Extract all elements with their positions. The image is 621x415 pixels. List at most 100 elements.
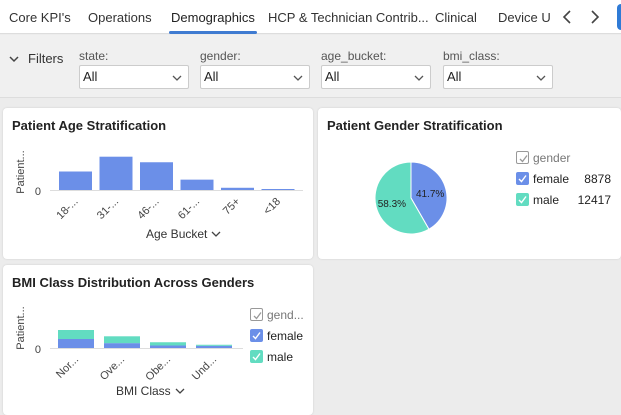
age-bar[interactable] [180,179,214,190]
tab-hcp-technician[interactable]: HCP & Technician Contrib... [268,10,429,25]
age-bar[interactable] [99,156,133,190]
chevron-down-icon [175,388,185,394]
gender-select-value: All [204,69,219,84]
filters-toggle[interactable]: Filters [8,51,63,66]
age-bar[interactable] [221,187,254,190]
age-y-axis-label: Patient... [15,150,27,193]
tab-operations[interactable]: Operations [88,10,152,25]
bmi-class-filter-label: bmi_class: [443,49,500,63]
state-select[interactable]: All [79,65,189,89]
bmi-legend: gend... female male [250,304,310,367]
filter-bar: Filters state: All gender: All age_bucke… [0,35,621,98]
bmi-bar-male[interactable] [58,330,94,339]
age-y-zero-tick: 0 [35,186,41,198]
gender-legend: gender female 8878 male 12417 [516,147,611,210]
chevron-left-icon [562,10,571,24]
legend-value-male: 12417 [577,192,611,207]
bmi-bar-female[interactable] [58,339,94,348]
legend-item-male[interactable]: male [250,346,310,367]
gender-stratification-card: Patient Gender Stratification 41.7% 58.3%… [318,108,621,259]
bmi-bar-male[interactable] [196,344,232,346]
legend-value-female: 8878 [584,171,611,186]
chevron-down-icon [536,75,546,81]
legend-label-male: male [533,192,560,207]
age-bucket-filter: age_bucket: All [321,49,431,89]
legend-label-female: female [267,328,304,343]
checkbox-icon [516,151,529,164]
checkbox-checked-icon [250,350,263,363]
age-card-title: Patient Age Stratification [12,118,167,133]
tab-demographics[interactable]: Demographics [169,0,257,34]
state-select-value: All [83,69,98,84]
bmi-distribution-card: BMI Class Distribution Across Genders Pa… [3,265,313,415]
bmi-bar-female[interactable] [196,345,232,348]
gender-select[interactable]: All [200,65,310,89]
age-bucket-select-value: All [325,69,340,84]
age-x-tick-label: 46-... [135,196,161,222]
bmi-stacked-bar-chart: Patient... 0 Nor... Ove... Obe... Und... [15,306,243,384]
chevron-down-icon [211,231,221,237]
legend-item-female[interactable]: female [250,325,310,346]
offscreen-action-button[interactable] [617,4,621,30]
bmi-x-tick-label: Obe... [143,354,173,384]
age-bucket-filter-label: age_bucket: [321,49,387,63]
age-x-axis-title[interactable]: Age Bucket [146,227,221,241]
age-bar-chart: Patient... 0 18-... 31-... 46-... 61-... 75+… [15,150,303,222]
pie-slice-male[interactable] [374,161,430,235]
age-x-tick-label: 75+ [221,196,243,218]
age-bar[interactable] [261,189,295,190]
chevron-down-icon [9,55,19,62]
bmi-bar-female[interactable] [150,345,186,348]
age-bucket-select[interactable]: All [321,65,431,89]
legend-toggle-all[interactable]: gend... [250,304,310,325]
legend-header-label: gend... [267,307,304,322]
tab-clinical[interactable]: Clinical [435,10,477,25]
chevron-down-icon [172,75,182,81]
age-stratification-card: Patient Age Stratification Patient... 0 … [3,108,313,259]
legend-label-male: male [267,349,294,364]
pie-slice-label: 58.3% [378,199,406,210]
pie-slice-female[interactable] [410,161,448,230]
checkbox-checked-icon [516,172,529,185]
bmi-x-axis-title[interactable]: BMI Class [116,384,185,398]
bmi-class-select[interactable]: All [443,65,553,89]
bmi-y-axis-label: Patient... [15,306,27,349]
tab-bar: Core KPI's Operations Demographics HCP &… [0,0,621,34]
bmi-class-select-value: All [447,69,462,84]
age-x-tick-label: 31-... [95,196,121,222]
age-x-tick-label: 61-... [176,196,202,222]
state-filter: state: All [79,49,189,89]
gender-filter: gender: All [200,49,310,89]
chevron-down-icon [414,75,424,81]
age-x-axis-label: Age Bucket [146,227,208,241]
checkbox-checked-icon [516,193,529,206]
age-bar[interactable] [59,171,92,191]
bmi-y-zero-tick: 0 [35,344,41,356]
checkbox-icon [250,308,263,321]
legend-item-female[interactable]: female 8878 [516,168,611,189]
bmi-bar-male[interactable] [150,342,186,346]
gender-card-title: Patient Gender Stratification [327,118,503,133]
tab-device[interactable]: Device U [498,10,551,25]
state-filter-label: state: [79,49,109,63]
chevron-right-icon [591,10,600,24]
age-x-tick-label: <18 [261,196,283,218]
legend-label-female: female [533,171,570,186]
tab-scroll-right-button[interactable] [583,6,605,28]
bmi-card-title: BMI Class Distribution Across Genders [12,275,255,290]
bmi-bar-male[interactable] [104,336,140,344]
bmi-class-filter: bmi_class: All [443,49,553,89]
bmi-bar-female[interactable] [104,343,140,348]
legend-header-label: gender [533,150,571,165]
legend-item-male[interactable]: male 12417 [516,189,611,210]
gender-filter-label: gender: [200,49,241,63]
tab-core-kpis[interactable]: Core KPI's [9,10,71,25]
tab-scroll-left-button[interactable] [557,6,579,28]
legend-toggle-all[interactable]: gender [516,147,611,168]
bmi-x-tick-label: Nor... [54,354,81,381]
pie-slice-label: 41.7% [416,189,444,200]
chevron-down-icon [293,75,303,81]
age-bar[interactable] [140,162,173,190]
gender-pie-chart: 41.7% 58.3% [374,161,448,235]
bmi-x-axis-label: BMI Class [116,384,171,398]
